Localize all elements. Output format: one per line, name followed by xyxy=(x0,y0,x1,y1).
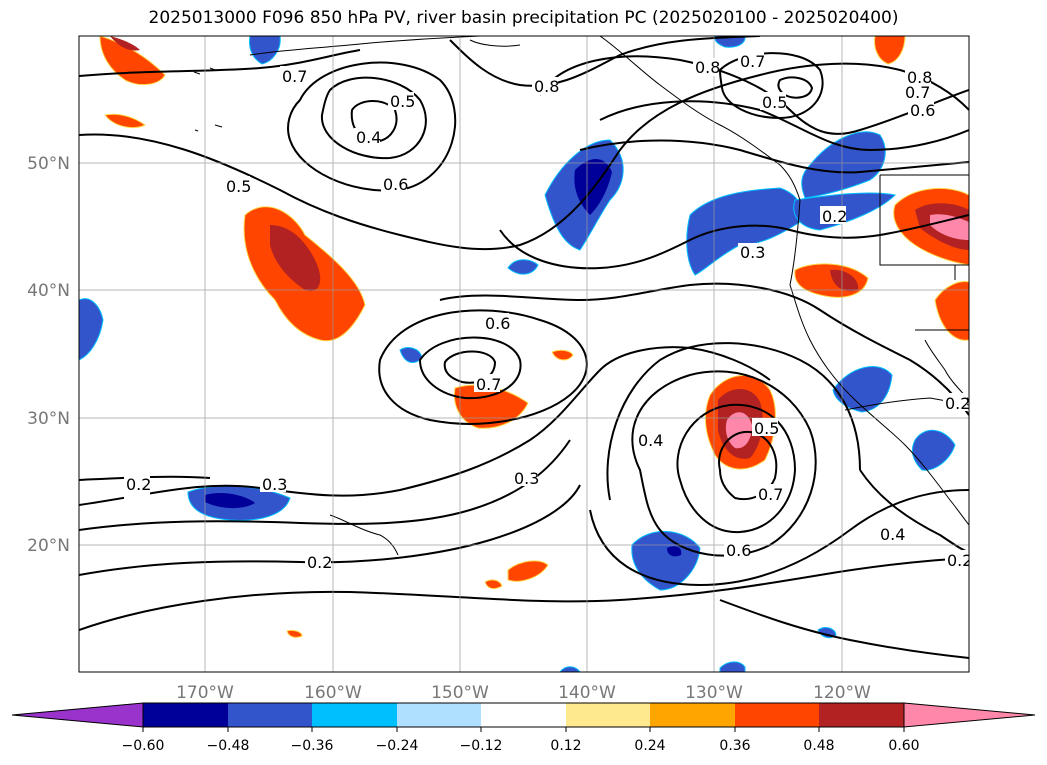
colorbar-tick: −0.12 xyxy=(460,738,503,754)
lon-label: 120°W xyxy=(813,683,871,703)
longitude-labels: 170°W 160°W 150°W 140°W 130°W 120°W xyxy=(176,683,871,703)
contour-label: 0.5 xyxy=(390,92,415,111)
positive-anomaly-fill xyxy=(99,36,969,638)
map-frame xyxy=(78,35,970,673)
contour-label: 0.5 xyxy=(762,93,787,112)
colorbar-tick: −0.60 xyxy=(122,738,165,754)
colorbar-segment xyxy=(312,703,397,727)
negative-anomaly-fill xyxy=(79,36,956,672)
contour-label: 0.3 xyxy=(740,243,765,262)
contour-label: 0.7 xyxy=(740,52,765,71)
contour-label: 0.2 xyxy=(947,551,972,570)
contour-label: 0.3 xyxy=(514,469,539,488)
colorbar-segment xyxy=(143,703,228,727)
contour-label: 0.2 xyxy=(945,394,970,413)
contour-label: 0.7 xyxy=(476,375,501,394)
contour-labels: 0.7 0.5 0.4 0.6 0.5 0.8 0.8 0.7 0.5 0.8 … xyxy=(124,52,972,572)
contour-label: 0.8 xyxy=(534,77,559,96)
lon-label: 150°W xyxy=(431,683,489,703)
contour-label: 0.6 xyxy=(485,314,510,333)
map-title: 2025013000 F096 850 hPa PV, river basin … xyxy=(148,8,899,28)
gridlines xyxy=(79,36,969,672)
contour-label: 0.3 xyxy=(262,475,287,494)
map-area: 0.7 0.5 0.4 0.6 0.5 0.8 0.8 0.7 0.5 0.8 … xyxy=(79,36,972,672)
contour-label: 0.2 xyxy=(307,553,332,572)
colorbar-segment xyxy=(819,703,904,727)
contour-label: 0.2 xyxy=(126,475,151,494)
colorbar-segment xyxy=(397,703,481,727)
contour-label: 0.7 xyxy=(758,485,783,504)
lat-label: 40°N xyxy=(27,281,70,301)
contour-label: 0.5 xyxy=(226,177,251,196)
colorbar-tick: −0.24 xyxy=(376,738,419,754)
lat-label: 30°N xyxy=(27,409,70,429)
contour-label: 0.6 xyxy=(383,175,408,194)
coastlines xyxy=(193,36,969,556)
contour-label: 0.8 xyxy=(695,58,720,77)
lon-label: 170°W xyxy=(176,683,234,703)
lon-label: 140°W xyxy=(558,683,616,703)
colorbar-segment xyxy=(735,703,819,727)
latitude-labels: 50°N 40°N 30°N 20°N xyxy=(27,154,70,556)
colorbar-segment xyxy=(481,703,566,727)
contour-label: 0.4 xyxy=(356,128,381,147)
contour-label: 0.7 xyxy=(905,83,930,102)
pv-contours xyxy=(79,36,969,659)
colorbar-tick: 0.24 xyxy=(634,738,665,754)
colorbar-extend-high xyxy=(903,702,1036,728)
contour-label: 0.4 xyxy=(880,525,905,544)
lat-label: 20°N xyxy=(27,536,70,556)
lon-label: 160°W xyxy=(304,683,362,703)
colorbar-segment xyxy=(650,703,735,727)
lat-label: 50°N xyxy=(27,154,70,174)
contour-label: 0.8 xyxy=(907,68,932,87)
colorbar: −0.60 −0.48 −0.36 −0.24 −0.12 0.12 0.24 … xyxy=(11,702,1036,754)
contour-label: 0.6 xyxy=(726,541,751,560)
colorbar-tick: 0.12 xyxy=(550,738,581,754)
colorbar-segment xyxy=(228,703,312,727)
contour-label: 0.7 xyxy=(282,67,307,86)
contour-label: 0.5 xyxy=(754,419,779,438)
contour-label: 0.6 xyxy=(910,101,935,120)
contour-label: 0.4 xyxy=(638,431,663,450)
colorbar-tick: 0.60 xyxy=(888,738,919,754)
colorbar-tick: −0.36 xyxy=(291,738,334,754)
colorbar-tick: −0.48 xyxy=(207,738,250,754)
colorbar-tick: 0.36 xyxy=(719,738,750,754)
colorbar-tick: 0.48 xyxy=(803,738,834,754)
colorbar-extend-low xyxy=(11,702,144,728)
contour-label: 0.2 xyxy=(822,207,847,226)
colorbar-segment xyxy=(566,703,650,727)
lon-label: 130°W xyxy=(685,683,743,703)
